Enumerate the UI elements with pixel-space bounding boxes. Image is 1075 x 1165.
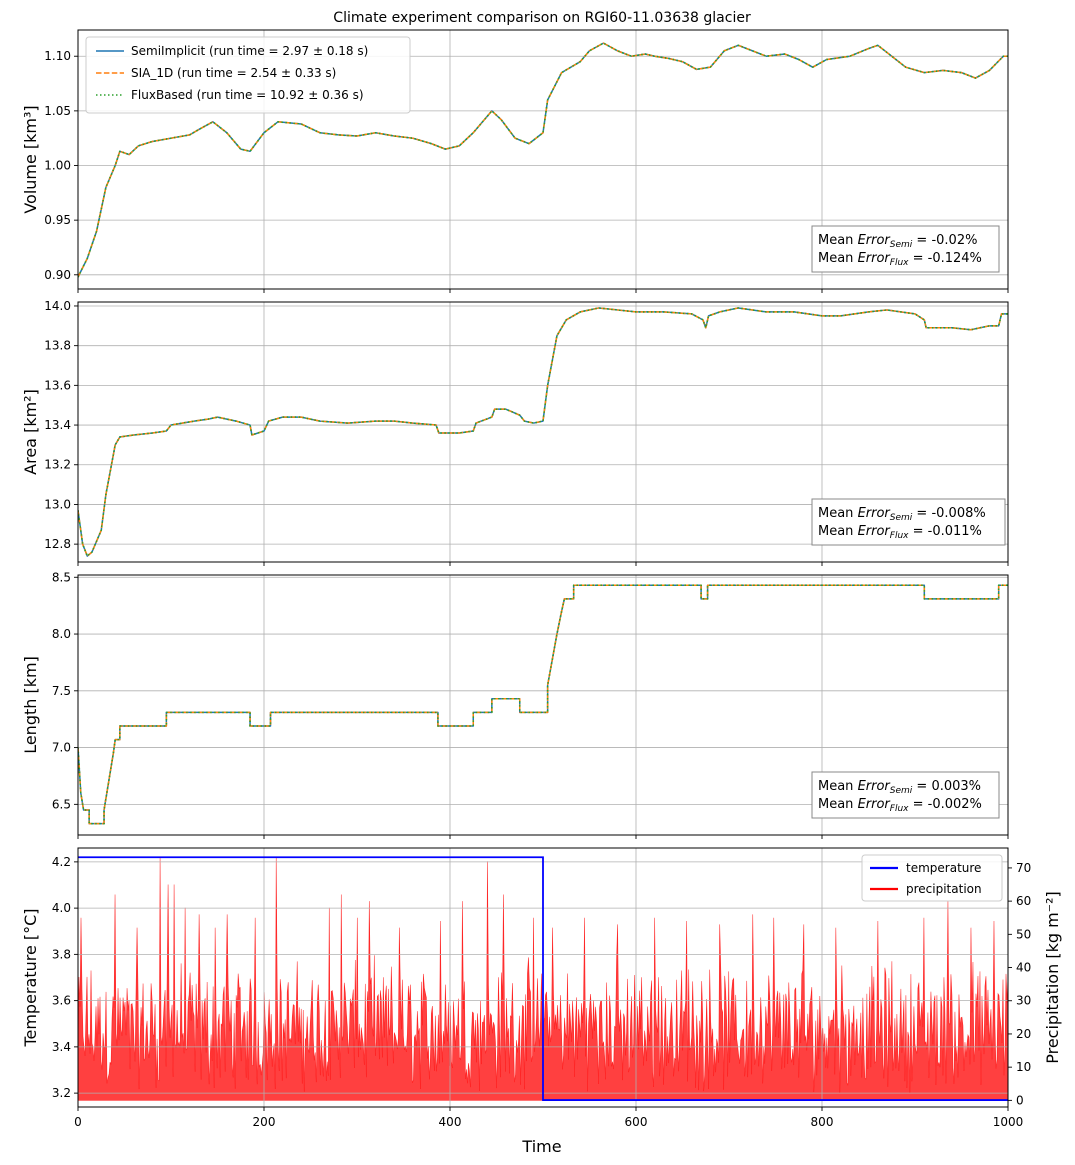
x-tick-label: 1000 bbox=[993, 1115, 1024, 1129]
volume-panel: 0.90 0.95 1.00 1.05 1.10 Volume [km³] SemiImpl… bbox=[21, 29, 1009, 293]
legend-box bbox=[85, 36, 411, 114]
y-tick-label: 13.8 bbox=[44, 339, 71, 353]
y-tick-label: 1.05 bbox=[44, 104, 71, 118]
y-tick-label: 14.0 bbox=[44, 299, 71, 313]
y-tick-label: 8.5 bbox=[52, 570, 71, 584]
legend: SemiImplicit (run time = 2.97 ± 0.18 s) S… bbox=[85, 36, 411, 114]
y-tick-label: 3.4 bbox=[52, 1040, 71, 1054]
y-tick-label: 3.8 bbox=[52, 947, 71, 961]
y-axis-label: Area [km²] bbox=[21, 389, 40, 475]
y-right-tick-label: 70 bbox=[1016, 861, 1031, 875]
y-tick-label: 6.5 bbox=[52, 797, 71, 811]
y-right-tick-label: 60 bbox=[1016, 894, 1031, 908]
legend-entry: FluxBased (run time = 10.92 ± 0.36 s) bbox=[131, 88, 364, 102]
annotation-line: Mean ErrorSemi = -0.008% bbox=[818, 506, 986, 523]
x-tick-label: 200 bbox=[253, 1115, 276, 1129]
x-tick-label: 800 bbox=[811, 1115, 834, 1129]
y-tick-label: 13.6 bbox=[44, 378, 71, 392]
y-tick-label: 1.10 bbox=[44, 49, 71, 63]
y-axis-label: Volume [km³] bbox=[21, 105, 40, 213]
series-line-sia-1d bbox=[78, 42, 1008, 278]
annotation-frame bbox=[811, 225, 1000, 273]
series-line-fluxbased bbox=[78, 307, 1008, 557]
annotation-frame bbox=[811, 498, 1006, 546]
y-right-tick-label: 20 bbox=[1016, 1027, 1031, 1041]
length-panel: 6.5 7.0 7.5 8.0 8.5 Length [km] Mean ErrorSemi… bbox=[21, 570, 1009, 839]
plot-area bbox=[78, 30, 1008, 289]
y-right-axis-label: Precipitation [kg m⁻²] bbox=[1043, 891, 1062, 1064]
y-axis-label: Length [km] bbox=[21, 656, 40, 754]
annotation-frame bbox=[811, 771, 1000, 819]
annotation-line: Mean ErrorSemi = -0.02% bbox=[818, 233, 977, 250]
y-tick-label: 3.6 bbox=[52, 994, 71, 1008]
series-line-sia-1d bbox=[78, 584, 1008, 825]
x-axis-label: Time bbox=[521, 1137, 561, 1156]
legend-entry: SemiImplicit (run time = 2.97 ± 0.18 s) bbox=[131, 44, 368, 58]
y-tick-label: 13.0 bbox=[44, 497, 71, 511]
axes-frame bbox=[77, 301, 1009, 563]
legend-entry: temperature bbox=[906, 861, 981, 875]
y-tick-label: 0.95 bbox=[44, 213, 71, 227]
y-right-tick-label: 30 bbox=[1016, 994, 1031, 1008]
axes-frame bbox=[77, 847, 1009, 1108]
y-tick-label: 13.2 bbox=[44, 458, 71, 472]
y-tick-label: 4.2 bbox=[52, 855, 71, 869]
plot-area bbox=[78, 848, 1008, 1107]
y-tick-label: 3.2 bbox=[52, 1086, 71, 1100]
annotation-line: Mean ErrorSemi = 0.003% bbox=[818, 779, 981, 796]
annotation-line: Mean ErrorFlux = -0.002% bbox=[818, 797, 982, 814]
annotation-box: Mean ErrorSemi = 0.003%Mean ErrorFlux = … bbox=[811, 771, 1000, 819]
legend: temperature precipitation bbox=[861, 854, 1003, 902]
x-tick-label: 0 bbox=[74, 1115, 82, 1129]
annotation-box: Mean ErrorSemi = -0.02%Mean ErrorFlux = … bbox=[811, 225, 1000, 273]
plot-area bbox=[78, 575, 1008, 835]
legend-entry: SIA_1D (run time = 2.54 ± 0.33 s) bbox=[131, 66, 336, 80]
axes-frame bbox=[77, 29, 1009, 290]
y-tick-label: 7.0 bbox=[52, 741, 71, 755]
y-tick-label: 8.0 bbox=[52, 627, 71, 641]
axes-frame bbox=[77, 574, 1009, 836]
x-tick-label: 400 bbox=[439, 1115, 462, 1129]
climate-panel: 0 200 400 600 800 1000 3.2 3.4 3.6 3.8 4.0 4.2 0 10 20… bbox=[21, 847, 1062, 1129]
area-panel: 12.8 13.0 13.2 13.4 13.6 13.8 14.0 Area [km²] Me… bbox=[21, 299, 1009, 566]
y-right-tick-label: 0 bbox=[1016, 1093, 1024, 1107]
temperature-series bbox=[78, 856, 1008, 1101]
y-tick-label: 12.8 bbox=[44, 537, 71, 551]
y-right-tick-label: 40 bbox=[1016, 961, 1031, 975]
y-tick-label: 0.90 bbox=[44, 268, 71, 282]
y-tick-label: 7.5 bbox=[52, 684, 71, 698]
y-axis-label: Temperature [°C] bbox=[21, 908, 40, 1047]
annotation-box: Mean ErrorSemi = -0.008%Mean ErrorFlux =… bbox=[811, 498, 1006, 546]
x-tick-label: 600 bbox=[625, 1115, 648, 1129]
legend-entry: precipitation bbox=[906, 882, 982, 896]
annotation-line: Mean ErrorFlux = -0.124% bbox=[818, 251, 982, 268]
annotation-line: Mean ErrorFlux = -0.011% bbox=[818, 524, 982, 541]
y-right-tick-label: 10 bbox=[1016, 1060, 1031, 1074]
y-right-tick-label: 50 bbox=[1016, 927, 1031, 941]
y-tick-label: 4.0 bbox=[52, 901, 71, 915]
chart-title: Climate experiment comparison on RGI60-1… bbox=[333, 10, 751, 26]
y-tick-label: 1.00 bbox=[44, 159, 71, 173]
y-tick-label: 13.4 bbox=[44, 418, 71, 432]
